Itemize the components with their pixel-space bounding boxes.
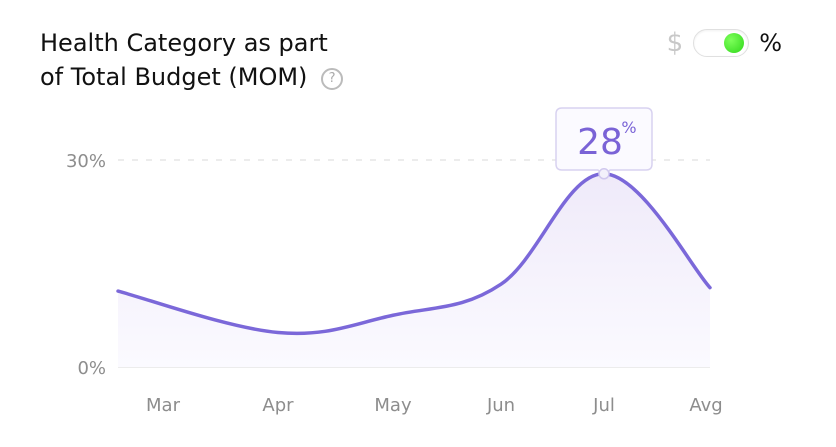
unit-toggle-switch[interactable] [693,29,750,57]
x-tick-label: Avg [689,395,722,416]
area-fill [118,173,710,367]
dollar-label[interactable]: $ [666,28,684,58]
series-line [116,172,712,336]
question-circle-icon[interactable]: ? [321,68,344,90]
highlight-point[interactable] [598,168,610,180]
percent-label[interactable]: % [759,29,782,57]
chart-title-line-1: Health Category as part [40,29,328,57]
tooltip-unit: % [621,118,636,137]
x-tick-label: Apr [262,395,294,416]
unit-toggle-group: $ % [667,28,782,58]
chart-title: Health Category as part of Total Budget … [40,26,420,94]
tooltip-value: 28 [577,122,623,163]
x-tick-label: Mar [146,395,181,416]
y-tick-label: 0% [77,358,106,379]
x-tick-label: Jun [486,395,515,416]
x-tick-label: May [374,395,412,416]
y-tick-label: 30% [66,151,106,172]
chart-title-line-2: of Total Budget (MOM) [40,63,308,91]
toggle-knob [724,33,745,53]
x-tick-label: Jul [592,395,615,416]
